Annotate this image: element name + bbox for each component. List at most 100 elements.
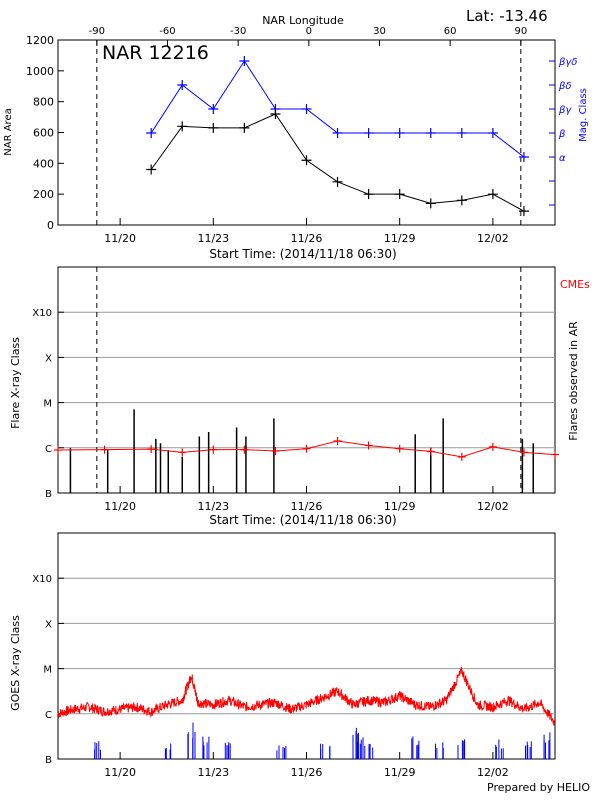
top-tick-label: 0 bbox=[306, 26, 312, 37]
x-tick-label: 11/26 bbox=[291, 766, 323, 779]
data-point-marker bbox=[332, 176, 343, 187]
data-point-marker bbox=[177, 121, 188, 132]
data-point-marker bbox=[456, 128, 467, 138]
cme-marker bbox=[426, 447, 435, 456]
x-tick-label: 11/29 bbox=[384, 766, 416, 779]
cme-line bbox=[57, 440, 556, 458]
cme-marker bbox=[519, 448, 528, 457]
x-tick-label: 11/29 bbox=[384, 500, 416, 513]
x-tick-label: 12/02 bbox=[477, 500, 509, 513]
lat-label: Lat: -13.46 bbox=[466, 7, 548, 25]
cme-marker bbox=[364, 441, 373, 450]
y-tick-label: 200 bbox=[33, 188, 54, 201]
data-point-marker bbox=[208, 104, 219, 114]
cme-marker bbox=[100, 445, 109, 454]
y-tick-label: X10 bbox=[32, 574, 52, 585]
y-tick-label: X10 bbox=[32, 308, 52, 319]
data-point-marker bbox=[425, 128, 436, 138]
cme-marker bbox=[147, 445, 156, 454]
data-point-marker bbox=[239, 122, 250, 133]
series-line bbox=[150, 60, 525, 158]
footer-credit: Prepared by HELIO bbox=[487, 781, 590, 794]
y-tick-label: B bbox=[45, 755, 52, 766]
y-tick-label: 0 bbox=[47, 219, 54, 232]
data-point-marker bbox=[394, 189, 405, 200]
cme-marker bbox=[178, 448, 187, 457]
data-point-marker bbox=[270, 109, 281, 119]
mag-tick-label: α bbox=[559, 153, 566, 164]
x-tick-label: 11/23 bbox=[197, 500, 229, 513]
y-axis-label-nar-area: NAR Area bbox=[3, 108, 14, 155]
x-tick-label: 11/26 bbox=[291, 232, 323, 245]
y-tick-label: 600 bbox=[33, 127, 54, 140]
panel2-frame bbox=[57, 266, 556, 494]
data-point-marker bbox=[177, 80, 188, 90]
panel3-frame bbox=[57, 532, 556, 760]
data-point-marker bbox=[146, 128, 157, 138]
panel-goes: B C M X X10 11/20 11/23 11/26 11/29 12/02 GOES X… bbox=[9, 532, 556, 779]
top-tick-label: 30 bbox=[373, 26, 386, 37]
y-tick-label: X bbox=[45, 353, 52, 364]
mag-tick-label: βγδ bbox=[558, 57, 577, 68]
panel-flares: B C M X X10 11/20 11/23 11/26 11/29 12/02 Flare … bbox=[9, 266, 590, 527]
top-tick-label: 90 bbox=[514, 26, 527, 37]
data-point-marker bbox=[239, 56, 250, 66]
data-point-marker bbox=[301, 104, 312, 114]
data-point-marker bbox=[363, 128, 374, 138]
cme-marker bbox=[240, 445, 249, 454]
x-tick-label: 11/20 bbox=[104, 766, 136, 779]
data-point-marker bbox=[208, 122, 219, 133]
y-tick-label: C bbox=[45, 710, 52, 721]
y-tick-label: B bbox=[45, 489, 52, 500]
data-point-marker bbox=[332, 128, 343, 138]
cme-marker bbox=[54, 446, 62, 455]
cme-marker bbox=[551, 450, 559, 459]
data-point-marker bbox=[487, 189, 498, 200]
mag-tick-label: βγ bbox=[558, 105, 572, 116]
y-tick-label: 800 bbox=[33, 96, 54, 109]
x-tick-label: 11/29 bbox=[384, 232, 416, 245]
mag-tick-label: βδ bbox=[558, 81, 572, 92]
y-axis-label-mag-class: Mag. Class bbox=[578, 88, 589, 142]
data-point-marker bbox=[425, 198, 436, 209]
x-tick-label: 11/23 bbox=[197, 766, 229, 779]
goes-long-trace bbox=[57, 666, 556, 726]
cme-marker bbox=[488, 442, 497, 451]
top-axis-label: NAR Longitude bbox=[262, 14, 344, 27]
data-point-marker bbox=[146, 164, 157, 175]
top-tick-label: -30 bbox=[230, 26, 246, 37]
x-tick-label: 12/02 bbox=[477, 766, 509, 779]
top-tick-label: -90 bbox=[89, 26, 105, 37]
y-tick-label: M bbox=[43, 399, 52, 410]
y-axis-label-goes-class: GOES X-ray Class bbox=[9, 615, 22, 711]
cme-marker bbox=[333, 437, 342, 446]
y-axis-label-flare-class: Flare X-ray Class bbox=[9, 337, 22, 429]
x-axis-label-start-time-2: Start Time: (2014/11/18 06:30) bbox=[209, 513, 396, 527]
x-axis-label-start-time-1: Start Time: (2014/11/18 06:30) bbox=[209, 247, 396, 261]
data-point-marker bbox=[301, 155, 312, 166]
x-tick-label: 11/20 bbox=[104, 232, 136, 245]
data-point-marker bbox=[518, 152, 529, 162]
top-tick-label: 60 bbox=[444, 26, 457, 37]
y-tick-label: 1000 bbox=[26, 65, 54, 78]
data-point-marker bbox=[363, 189, 374, 200]
cme-marker bbox=[271, 446, 280, 455]
y-tick-label: M bbox=[43, 665, 52, 676]
nar-title: NAR 12216 bbox=[102, 42, 209, 64]
x-tick-label: 11/26 bbox=[291, 500, 323, 513]
data-point-marker bbox=[394, 128, 405, 138]
data-point-marker bbox=[456, 195, 467, 206]
cme-marker bbox=[302, 444, 311, 453]
cme-label: CMEs bbox=[560, 278, 590, 291]
top-tick-label: -60 bbox=[159, 26, 175, 37]
y-tick-label: X bbox=[45, 619, 52, 630]
cme-marker bbox=[395, 444, 404, 453]
data-point-marker bbox=[487, 128, 498, 138]
cme-marker bbox=[457, 452, 466, 461]
x-tick-label: 11/20 bbox=[104, 500, 136, 513]
x-tick-label: 12/02 bbox=[477, 232, 509, 245]
y-tick-label: C bbox=[45, 444, 52, 455]
y-tick-label: 400 bbox=[33, 157, 54, 170]
